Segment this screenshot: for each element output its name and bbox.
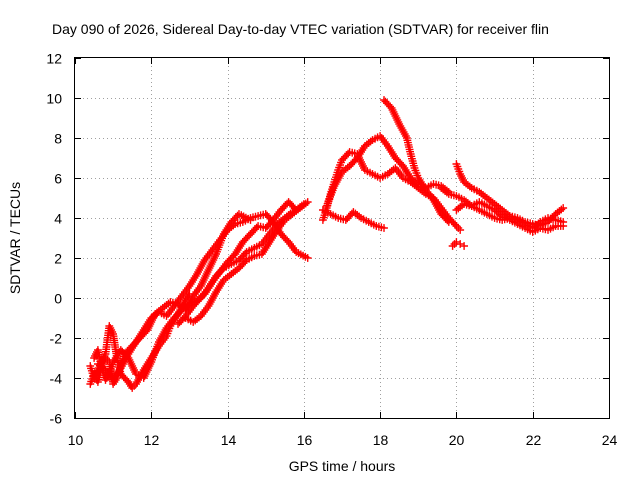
y-tick-label: 6 (54, 171, 62, 187)
x-tick-label: 22 (526, 432, 542, 448)
data-point (303, 254, 312, 262)
y-tick-label: 8 (54, 131, 62, 147)
data-point (559, 222, 568, 230)
y-tick-label: 12 (46, 51, 62, 67)
data-point (380, 224, 388, 232)
x-tick-label: 20 (449, 432, 465, 448)
x-tick-label: 12 (144, 432, 160, 448)
plot-frame (74, 57, 610, 419)
y-axis-label: SDTVAR / TECUs (7, 182, 23, 294)
y-tick-label: 0 (54, 291, 62, 307)
chart-title: Day 090 of 2026, Sidereal Day-to-day VTE… (52, 21, 549, 37)
series-track-10 (380, 96, 453, 226)
grid (75, 58, 609, 418)
x-tick-label: 18 (373, 432, 389, 448)
x-tick-label: 10 (68, 432, 84, 448)
data-point (444, 218, 453, 226)
x-tick-label: 14 (221, 432, 237, 448)
y-tick-label: 2 (54, 251, 62, 267)
y-tick-label: -2 (50, 331, 63, 347)
series-track-14 (448, 238, 468, 250)
data-point (559, 204, 568, 212)
series-track-9 (319, 206, 388, 232)
series-track-4 (94, 210, 312, 384)
x-tick-label: 24 (602, 432, 618, 448)
data-point (288, 208, 297, 216)
y-tick-label: -6 (50, 411, 63, 427)
data-point (456, 226, 465, 234)
data-point (303, 198, 312, 206)
x-axis-label: GPS time / hours (289, 458, 396, 474)
series-track-6 (174, 208, 297, 328)
x-tick-label: 16 (297, 432, 313, 448)
y-tick-label: -4 (50, 371, 63, 387)
y-tick-label: 4 (54, 211, 62, 227)
data-point (460, 242, 468, 250)
y-tick-label: 10 (46, 91, 62, 107)
series-track-13 (452, 198, 568, 236)
data-markers (86, 96, 568, 392)
